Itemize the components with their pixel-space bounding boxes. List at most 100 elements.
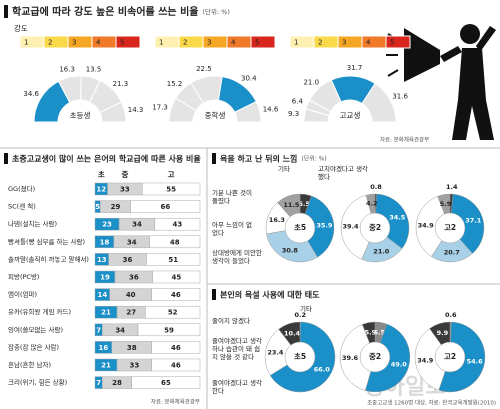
value-label: 46 <box>171 362 181 370</box>
row-label: 잠충(잠 많은 사람) <box>8 342 59 351</box>
donut-name: 초5 <box>294 352 306 361</box>
value-label: 33 <box>130 362 140 370</box>
value-label: 20.7 <box>444 248 460 256</box>
value-label: 7 <box>96 326 101 334</box>
value-label: 5.5 <box>298 200 310 208</box>
value-label: 34.9 <box>417 357 434 365</box>
value-label: 0.6 <box>445 311 457 319</box>
donut-slice <box>278 321 301 346</box>
donut-slice <box>429 321 451 346</box>
value-label: 34 <box>132 221 142 229</box>
value-label: 16.3 <box>59 65 75 73</box>
value-label: 10.4 <box>284 329 301 337</box>
value-label: 27 <box>126 309 136 317</box>
column-header: 고 <box>168 170 175 179</box>
value-label: 16 <box>99 344 109 352</box>
value-label: 17.3 <box>152 104 168 112</box>
donut-name: 중2 <box>369 223 381 232</box>
value-label: 28 <box>112 379 122 387</box>
unit-label: (단위: %) <box>301 155 326 163</box>
donut-slice <box>266 230 318 263</box>
value-label: 45 <box>172 274 182 282</box>
value-label: 1.4 <box>446 183 458 191</box>
title-marker <box>4 153 8 164</box>
legend-label: 3 <box>342 39 346 47</box>
value-label: 31.7 <box>347 64 363 72</box>
donut-slice <box>437 193 451 215</box>
donut-slice <box>364 323 411 393</box>
value-label: 36 <box>129 274 139 282</box>
chart-title: 초중고교생이 많이 쓰는 은어의 학교급에 따른 사용 비율 <box>12 154 201 164</box>
category-label: 고치야겠다고 생각했다 <box>318 165 368 181</box>
unit-label: (단위: %) <box>203 7 230 16</box>
legend-label: 3 <box>72 39 76 47</box>
legend-label: 2 <box>183 39 187 47</box>
source: 자료: 문화체육관광부 <box>380 136 429 144</box>
donut-slice <box>361 321 376 344</box>
gauge-segment <box>361 82 397 123</box>
value-label: 48 <box>170 238 180 246</box>
value-label: 14 <box>97 291 107 299</box>
value-label: 65 <box>161 379 171 387</box>
legend-label: 4 <box>366 39 371 47</box>
column-header: 중 <box>121 170 128 179</box>
legend-label: 1 <box>24 39 28 47</box>
value-label: 46 <box>171 291 181 299</box>
legend-label: 5 <box>120 39 124 47</box>
value-label: 34.5 <box>389 214 406 222</box>
legend-label: 4 <box>96 39 101 47</box>
bar-segment <box>154 217 201 231</box>
row-label: 솔까말(솔직히 까놓고 말해서) <box>8 254 89 263</box>
legend-label: 5 <box>390 39 394 47</box>
value-label: 54.6 <box>467 358 484 366</box>
donut-slice <box>414 328 446 391</box>
bar-segment <box>152 270 201 284</box>
value-label: 66.0 <box>314 365 331 373</box>
megaphone-figure <box>386 24 496 140</box>
column-header: 초 <box>98 170 105 179</box>
gauge-name: 초등생 <box>70 110 91 120</box>
bar-segment <box>149 235 201 249</box>
value-label: 59 <box>164 326 174 334</box>
value-label: 43 <box>173 221 183 229</box>
donut-name: 초5 <box>294 223 306 232</box>
donut-slice <box>365 193 376 214</box>
value-label: 23 <box>102 221 112 229</box>
value-label: 37.1 <box>465 216 482 224</box>
gauge-segment <box>99 101 127 123</box>
legend-label: 1 <box>159 39 163 47</box>
bar-segment <box>137 323 201 337</box>
row-label: 엠이(엄마) <box>8 290 37 299</box>
value-label: 34 <box>127 238 137 246</box>
value-label: 5.5 <box>374 328 386 336</box>
value-label: 16.3 <box>269 216 285 224</box>
donut-slice <box>339 324 372 391</box>
row-label: GG(졌다) <box>8 184 35 193</box>
donut-slice <box>277 193 301 218</box>
value-label: 31.6 <box>392 92 408 100</box>
value-label: 9.3 <box>288 110 299 118</box>
value-label: 7 <box>96 379 101 387</box>
value-label: 9.9 <box>437 329 449 337</box>
donut-slice <box>340 194 372 260</box>
value-label: 38 <box>127 344 137 352</box>
chart-title: 학교급에 따라 강도 높은 비속어를 쓰는 비율 <box>12 5 199 18</box>
title-marker <box>212 153 216 164</box>
donut-slice <box>415 195 445 257</box>
value-label: 46 <box>171 344 181 352</box>
category-label: 기타 <box>278 165 290 173</box>
value-label: 4.2 <box>366 200 378 208</box>
bar-segment <box>146 253 201 266</box>
legend-label: 2 <box>318 39 322 47</box>
value-label: 29 <box>111 203 121 211</box>
gauge-name: 고교생 <box>340 110 361 120</box>
gauge-name: 중학생 <box>205 110 226 120</box>
category-label: 아무 느낌이 없었다 <box>212 221 253 237</box>
value-label: 34.9 <box>418 221 435 229</box>
value-label: 66 <box>160 203 170 211</box>
row-label: 빵셔틀(빵 심부름 하는 사람) <box>8 237 85 246</box>
value-label: 35.9 <box>316 222 333 230</box>
bar-segment <box>151 358 201 372</box>
category-label: 기타 <box>300 305 312 313</box>
